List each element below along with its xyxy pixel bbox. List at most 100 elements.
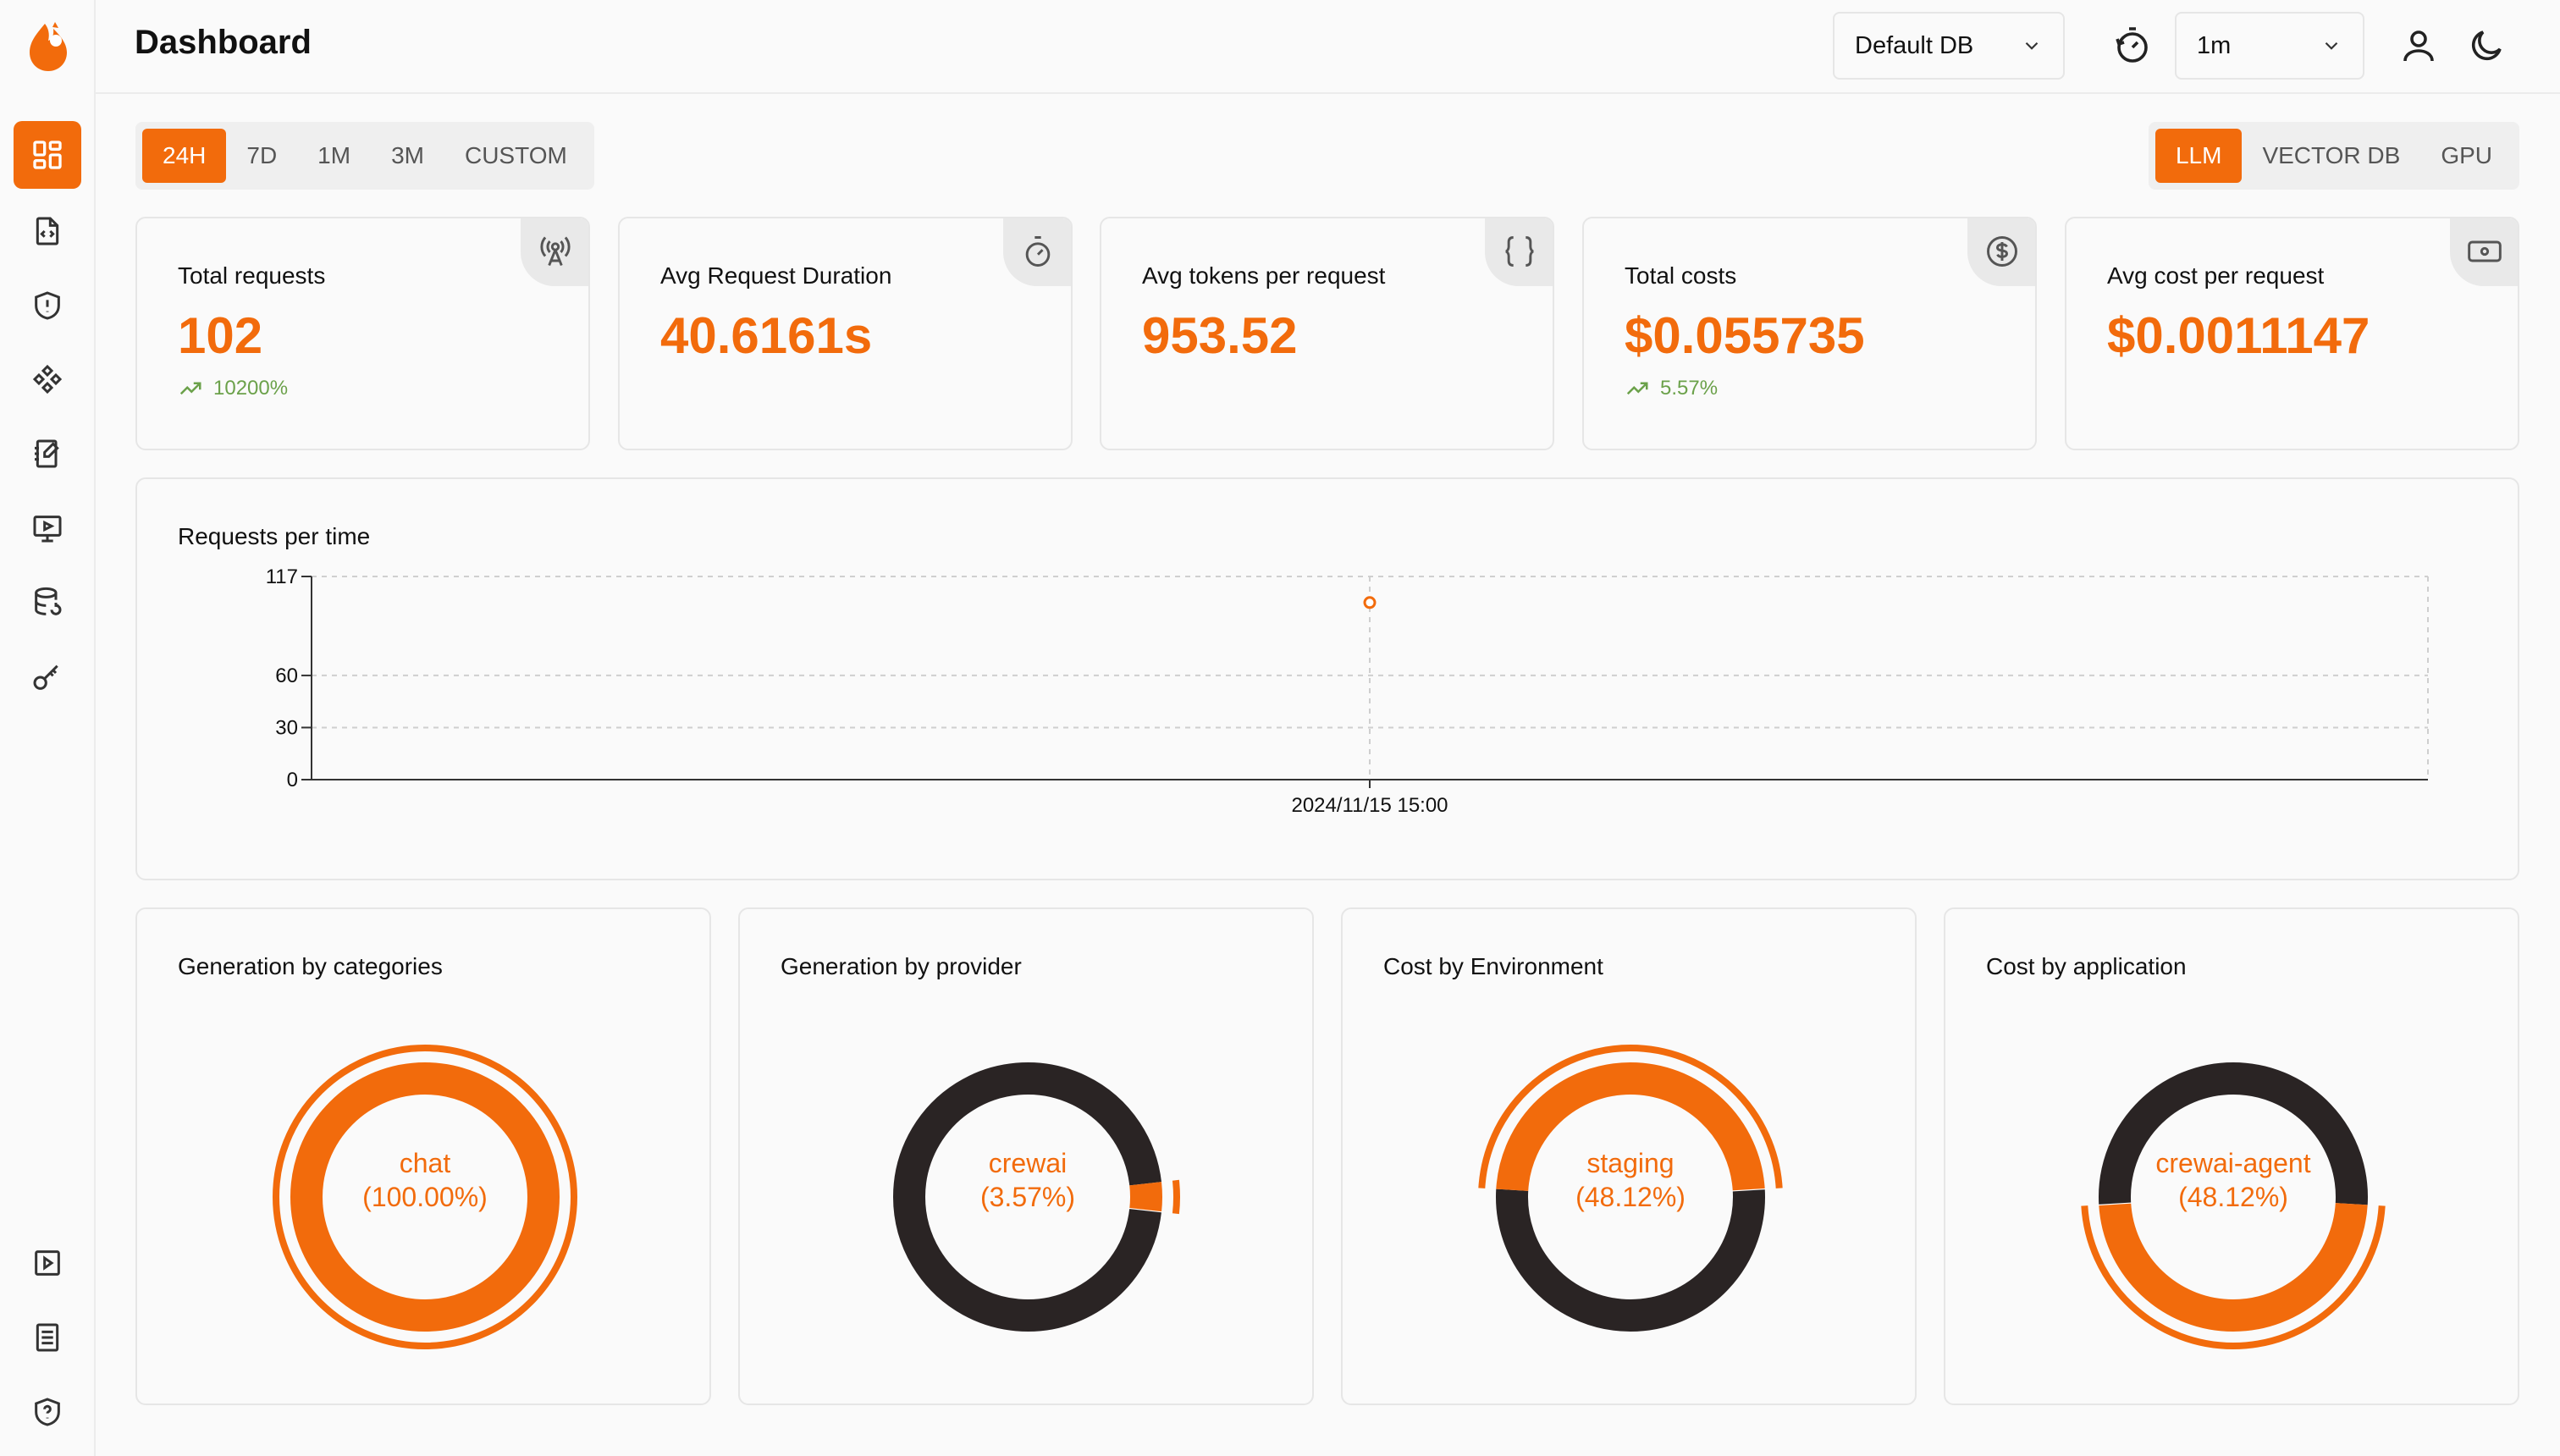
time-range-selector: 24H 7D 1M 3M CUSTOM	[135, 122, 594, 190]
dashboard-grid-icon	[33, 141, 62, 169]
refresh-interval-value: 1m	[2197, 31, 2232, 59]
database-select-value: Default DB	[1855, 31, 1974, 59]
donut-segment-highlight[interactable]	[1496, 1062, 1765, 1192]
donut-center-label: chat (100.00%)	[137, 1146, 709, 1214]
donut-title: Generation by provider	[781, 953, 1022, 979]
document-icon	[36, 1323, 59, 1352]
donut-segment-highlight[interactable]	[290, 1062, 560, 1332]
sidebar-item-database[interactable]	[14, 569, 81, 637]
database-select[interactable]: Default DB	[1833, 12, 2065, 80]
sidebar-item-guardrails[interactable]	[14, 272, 81, 339]
sidebar	[0, 0, 96, 1456]
donut-card-provider: Generation by provider crewai (3.57%)	[738, 907, 1314, 1405]
donut-active-ring	[1478, 1045, 1783, 1189]
stat-value: $0.0011147	[2107, 307, 2370, 364]
sidebar-item-dashboard[interactable]	[14, 121, 81, 189]
corner-badge	[2450, 218, 2518, 286]
stopwatch-icon	[1025, 236, 1051, 267]
sidebar-item-prompts[interactable]	[14, 420, 81, 488]
donut-card-environment: Cost by Environment staging (48.12%)	[1341, 907, 1917, 1405]
sidebar-item-integrations[interactable]	[14, 345, 81, 413]
shield-alert-icon	[35, 291, 60, 320]
stat-value: $0.055735	[1625, 307, 1865, 364]
donut-card-application: Cost by application crewai-agent (48.12%…	[1944, 907, 2519, 1405]
stat-delta-value: 5.57%	[1660, 377, 1719, 400]
stat-value: 953.52	[1142, 307, 1298, 364]
banknote-icon	[2468, 240, 2502, 262]
time-range-7d[interactable]: 7D	[246, 142, 278, 168]
donut-segment-other[interactable]	[2099, 1062, 2368, 1205]
file-code-icon	[36, 217, 59, 245]
donut-title: Cost by application	[1986, 953, 2187, 979]
stat-label: Total costs	[1625, 262, 1737, 289]
stat-value: 102	[178, 307, 263, 364]
donut-chart	[1478, 1045, 1783, 1332]
moon-icon[interactable]	[2466, 25, 2507, 66]
sidebar-item-demo[interactable]	[14, 1229, 81, 1297]
stat-card-avg-tokens: Avg tokens per request 953.52	[1100, 217, 1554, 450]
stat-delta: 5.57%	[1625, 376, 1718, 401]
sidebar-item-security[interactable]	[14, 1378, 81, 1446]
chevron-down-icon	[2025, 41, 2039, 50]
components-icon	[32, 364, 63, 394]
donut-center-percent: (48.12%)	[1575, 1182, 1686, 1212]
mode-selector: LLM VECTOR DB GPU	[2148, 122, 2519, 190]
sidebar-item-requests[interactable]	[14, 197, 81, 265]
donut-center-label: staging (48.12%)	[1343, 1146, 1915, 1214]
time-range-24h[interactable]: 24H	[142, 129, 227, 183]
stat-value: 40.6161s	[660, 307, 873, 364]
stat-label: Avg Request Duration	[660, 262, 892, 289]
donut-active-ring	[273, 1045, 577, 1349]
sidebar-item-docs[interactable]	[14, 1304, 81, 1371]
donut-chart	[893, 1062, 1180, 1332]
stat-delta: 10200%	[178, 376, 288, 401]
requests-line-chart: 0 30 60 117 2024/11/15 15:00	[266, 565, 2429, 817]
corner-badge	[1003, 218, 1071, 286]
donut-chart	[273, 1045, 577, 1349]
dollar-circle-icon	[1987, 236, 2017, 267]
donut-center-label: crewai (3.57%)	[740, 1146, 1312, 1214]
key-icon	[33, 665, 58, 690]
y-tick-label: 30	[275, 716, 298, 739]
corner-badge	[1485, 218, 1553, 286]
stat-label: Avg tokens per request	[1142, 262, 1386, 289]
donut-segment-other[interactable]	[1496, 1189, 1765, 1332]
refresh-interval-select[interactable]: 1m	[2175, 12, 2364, 80]
donut-center-label: crewai-agent (48.12%)	[1945, 1146, 2518, 1214]
donut-segment-other[interactable]	[893, 1062, 1161, 1332]
time-range-1m[interactable]: 1M	[317, 142, 351, 168]
mode-vector-db[interactable]: VECTOR DB	[2262, 142, 2401, 168]
stat-card-avg-cost: Avg cost per request $0.0011147	[2065, 217, 2519, 450]
sidebar-item-api-keys[interactable]	[14, 643, 81, 711]
notebook-pen-icon	[35, 439, 59, 468]
logo-icon[interactable]	[26, 19, 70, 73]
donut-card-categories: Generation by categories chat (100.00%)	[135, 907, 711, 1405]
y-tick-label: 117	[266, 565, 298, 588]
refresh-timer-icon[interactable]	[2112, 25, 2153, 66]
stat-label: Avg cost per request	[2107, 262, 2325, 289]
corner-badge	[521, 218, 588, 286]
page-title: Dashboard	[135, 24, 312, 61]
user-icon[interactable]	[2398, 25, 2439, 66]
donut-center-name: crewai	[988, 1148, 1068, 1178]
stat-card-total-requests: Total requests 102 10200%	[135, 217, 590, 450]
antenna-icon	[540, 236, 571, 267]
mode-gpu[interactable]: GPU	[2441, 142, 2492, 168]
donut-segment-highlight[interactable]	[2099, 1202, 2368, 1332]
data-point[interactable]	[1363, 596, 1377, 609]
donut-chart	[2081, 1062, 2386, 1349]
donut-active-ring	[2081, 1205, 2386, 1349]
donut-center-name: chat	[399, 1148, 451, 1178]
shield-question-icon	[35, 1398, 60, 1426]
x-tick-label: 2024/11/15 15:00	[1291, 794, 1448, 817]
corner-badge	[1967, 218, 2035, 286]
braces-icon	[1505, 236, 1534, 267]
time-range-3m[interactable]: 3M	[391, 142, 424, 168]
time-range-custom[interactable]: CUSTOM	[464, 142, 567, 168]
sidebar-item-openground[interactable]	[14, 494, 81, 562]
donut-center-percent: (3.57%)	[979, 1182, 1076, 1212]
mode-llm[interactable]: LLM	[2154, 129, 2243, 183]
stat-delta-value: 10200%	[213, 377, 289, 400]
donut-center-percent: (48.12%)	[2178, 1182, 2288, 1212]
donut-center-percent: (100.00%)	[362, 1182, 488, 1212]
